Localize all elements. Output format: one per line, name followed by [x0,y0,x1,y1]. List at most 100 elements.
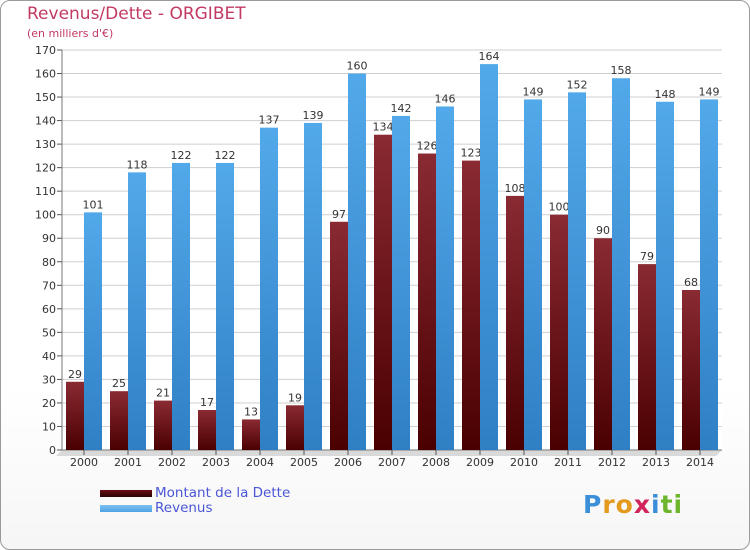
debt-value-label: 13 [244,405,258,418]
y-tick-label: 50 [42,326,56,339]
x-tick-label: 2000 [70,456,98,469]
y-tick-label: 130 [35,138,56,151]
revenue-bar [260,127,278,450]
debt-value-label: 90 [596,224,610,237]
revenue-value-label: 101 [83,198,104,211]
logo-letter: r [602,490,616,519]
legend-swatch-revenus [100,505,152,512]
logo-letter: i [673,490,684,519]
revenue-bar [656,101,674,450]
x-tick-label: 2014 [686,456,714,469]
y-tick-label: 160 [35,68,56,81]
x-tick-label: 2008 [422,456,450,469]
revenue-bar [84,212,102,450]
debt-bar [110,391,128,450]
x-tick-label: 2002 [158,456,186,469]
revenue-value-label: 146 [435,92,456,105]
debt-bar [242,419,260,450]
revenue-bar [304,122,322,451]
logo-letter: x [633,490,651,519]
x-tick-label: 2006 [334,456,362,469]
revenue-bar [524,99,542,450]
revenue-value-label: 152 [567,78,588,91]
debt-value-label: 29 [68,368,82,381]
revenue-value-label: 148 [655,88,676,101]
y-tick-label: 40 [42,350,56,363]
debt-value-label: 25 [112,377,126,390]
y-tick-label: 30 [42,373,56,386]
x-tick-label: 2005 [290,456,318,469]
debt-value-label: 134 [373,121,394,134]
y-tick-label: 120 [35,162,56,175]
chart-floor [56,450,722,456]
debt-value-label: 126 [417,140,438,153]
revenue-bar [436,106,454,451]
revenue-value-label: 160 [347,60,368,73]
chart-title: Revenus/Dette - ORGIBET [27,4,246,24]
y-tick-label: 170 [35,44,56,57]
legend-swatch-dette [100,490,152,497]
x-tick-label: 2003 [202,456,230,469]
debt-bar [286,405,304,450]
debt-bar [506,195,524,450]
legend-label-dette: Montant de la Dette [155,485,291,501]
revenue-value-label: 137 [259,114,280,127]
debt-bar [154,400,172,450]
x-tick-label: 2001 [114,456,142,469]
logo-letter: i [651,490,661,519]
y-tick-label: 10 [42,420,56,433]
debt-value-label: 123 [461,147,482,160]
y-tick-label: 90 [42,232,56,245]
debt-bar [638,264,656,450]
chart-subtitle: (en milliers d'€) [27,27,114,40]
y-tick-label: 150 [35,91,56,104]
debt-value-label: 108 [505,182,526,195]
x-tick-label: 2012 [598,456,626,469]
revenue-value-label: 149 [699,85,720,98]
y-tick-label: 80 [42,256,56,269]
revenue-bar [128,172,146,450]
debt-bar [462,160,480,450]
debt-value-label: 21 [156,387,170,400]
x-tick-label: 2011 [554,456,582,469]
debt-value-label: 100 [549,201,570,214]
revenue-value-label: 122 [215,149,236,162]
revenue-value-label: 122 [171,149,192,162]
revenue-value-label: 139 [303,109,324,122]
debt-bar [66,381,84,450]
revenue-value-label: 142 [391,102,412,115]
debt-bar [682,290,700,450]
x-tick-label: 2007 [378,456,406,469]
debt-bar [330,221,348,450]
logo-letter: o [615,490,634,519]
y-tick-label: 140 [35,115,56,128]
debt-bar [418,153,436,450]
y-tick-label: 20 [42,397,56,410]
debt-value-label: 19 [288,391,302,404]
revenue-value-label: 149 [523,85,544,98]
debt-bar [374,134,392,451]
revenue-bar [348,73,366,450]
x-tick-label: 2004 [246,456,274,469]
revenue-bar [700,99,718,450]
x-tick-label: 2013 [642,456,670,469]
debt-bar [198,410,216,450]
logo-letter: P [583,490,603,519]
debt-value-label: 79 [640,250,654,263]
y-tick-label: 110 [35,185,56,198]
x-tick-label: 2009 [466,456,494,469]
revenue-bar [568,92,586,451]
y-tick-label: 0 [49,444,56,457]
y-tick-label: 70 [42,279,56,292]
revenue-bar [612,78,630,450]
revenue-bar [172,162,190,451]
revenue-value-label: 118 [127,158,148,171]
revenue-bar [216,162,234,451]
debt-bar [594,238,612,450]
revenue-value-label: 164 [479,50,500,63]
logo-letter: t [660,490,674,519]
x-tick-label: 2010 [510,456,538,469]
y-tick-label: 100 [35,209,56,222]
debt-value-label: 17 [200,396,214,409]
